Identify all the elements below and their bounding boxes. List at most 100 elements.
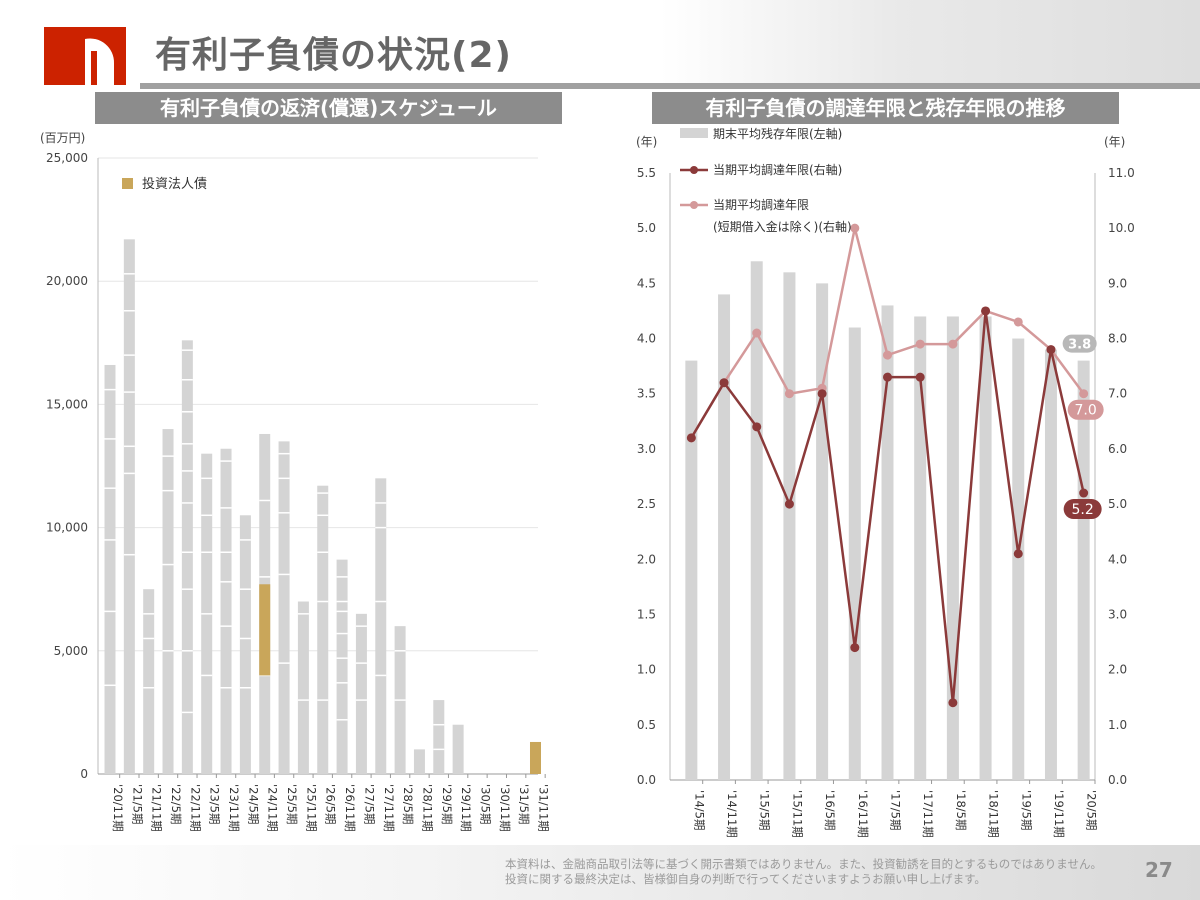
right-left-tick-label: 5.0 — [637, 221, 656, 235]
right-legend-line2-label: 当期平均調達年限 — [713, 198, 809, 212]
right-right-axis-label: (年) — [1104, 135, 1125, 149]
right-legend-bar-label: 期末平均残存年限(左軸) — [713, 126, 842, 141]
left-x-tick-label: '22/11期 — [188, 784, 202, 832]
right-right-tick-label: 4.0 — [1108, 552, 1127, 566]
left-x-tick-label: '27/11期 — [382, 784, 396, 832]
left-bar — [336, 559, 348, 774]
line-point-procurement — [883, 372, 892, 382]
left-bond-bar — [259, 584, 271, 676]
header-background — [0, 0, 1200, 84]
right-left-tick-label: 3.5 — [637, 387, 656, 401]
left-bar — [452, 724, 464, 774]
left-y-axis-label: (百万円) — [40, 131, 85, 145]
right-x-tick-label: '14/5期 — [692, 790, 706, 831]
right-x-tick-label: '15/11期 — [790, 790, 804, 838]
right-bar — [718, 294, 731, 780]
right-x-tick-label: '14/11期 — [725, 790, 739, 838]
right-right-tick-label: 5.0 — [1108, 497, 1127, 511]
right-bar — [783, 272, 796, 780]
right-x-tick-label: '17/5期 — [889, 790, 903, 831]
right-left-tick-label: 2.0 — [637, 552, 656, 566]
left-bar — [220, 448, 232, 774]
left-x-tick-label: '31/5期 — [517, 784, 531, 825]
right-x-tick-label: '18/11期 — [987, 790, 1001, 838]
line-point-procurement — [981, 306, 991, 316]
left-x-tick-label: '21/5期 — [130, 784, 144, 825]
disclaimer-line-2: 投資に関する最終決定は、皆様御自身の判断で行ってくださいますようお願い申し上げま… — [505, 872, 986, 886]
left-y-tick-label: 5,000 — [54, 644, 88, 658]
line-point-procurement — [1046, 345, 1056, 355]
right-left-tick-label: 2.5 — [637, 497, 656, 511]
label-bar-last-bg — [1062, 334, 1097, 353]
right-bar — [1012, 338, 1025, 780]
page-title: 有利子負債の状況(2) — [155, 35, 512, 76]
right-left-tick-label: 1.5 — [637, 607, 656, 621]
left-bar — [355, 613, 367, 774]
header-divider — [140, 83, 1200, 89]
line-point-procurement — [850, 643, 860, 653]
left-x-tick-label: '29/11期 — [459, 784, 473, 832]
label-line1-last-bg — [1063, 499, 1102, 520]
right-x-tick-label: '20/5期 — [1085, 790, 1099, 831]
right-bar — [816, 283, 829, 780]
left-bar — [413, 749, 425, 774]
line-point-excl-short — [784, 389, 794, 399]
right-bar — [979, 316, 992, 780]
right-bar — [946, 316, 959, 780]
left-y-tick-label: 20,000 — [46, 274, 88, 288]
label-line1-last: 5.2 — [1072, 502, 1094, 518]
right-right-tick-label: 10.0 — [1108, 221, 1135, 235]
right-legend-line2-label-sub: (短期借入金は除く)(右軸) — [713, 219, 852, 234]
right-x-tick-label: '15/5期 — [758, 790, 772, 831]
right-bar — [750, 261, 763, 781]
right-legend-bar-swatch — [680, 128, 708, 138]
line-point-procurement — [1079, 488, 1089, 498]
right-x-tick-label: '19/5期 — [1019, 790, 1033, 831]
disclaimer-line-1: 本資料は、金融商品取引法等に基づく開示書類ではありません。また、投資勧誘を目的と… — [505, 857, 1102, 871]
right-left-tick-label: 5.5 — [637, 166, 656, 180]
left-bar — [239, 515, 251, 774]
left-x-tick-label: '23/11期 — [227, 784, 241, 832]
left-bar — [375, 478, 387, 774]
right-left-tick-label: 1.0 — [637, 663, 656, 677]
right-bar — [685, 360, 698, 780]
line-point-procurement — [686, 433, 696, 443]
left-x-tick-label: '28/11期 — [420, 784, 434, 832]
right-bar — [1044, 349, 1057, 780]
right-left-tick-label: 4.0 — [637, 332, 656, 346]
disclaimer: 本資料は、金融商品取引法等に基づく開示書類ではありません。また、投資勧誘を目的と… — [505, 857, 1102, 887]
line-point-excl-short — [883, 350, 892, 360]
left-x-tick-label: '30/5期 — [478, 784, 492, 825]
right-right-tick-label: 2.0 — [1108, 663, 1127, 677]
left-x-tick-label: '25/11期 — [304, 784, 318, 832]
left-bar — [317, 485, 329, 774]
line-point-procurement — [719, 378, 729, 388]
right-left-axis-label: (年) — [636, 135, 657, 149]
line-point-excl-short — [915, 339, 925, 349]
right-x-tick-label: '16/5期 — [823, 790, 837, 831]
page-number: 27 — [1145, 858, 1173, 882]
right-right-tick-label: 0.0 — [1108, 773, 1127, 787]
right-left-tick-label: 3.0 — [637, 442, 656, 456]
left-bar — [278, 441, 290, 774]
line-point-procurement — [1013, 549, 1023, 559]
left-x-tick-label: '23/5期 — [208, 784, 222, 825]
right-left-tick-label: 4.5 — [637, 276, 656, 290]
line-point-procurement — [752, 422, 762, 432]
right-chart-title: 有利子負債の調達年限と残存年限の推移 — [652, 92, 1119, 124]
left-x-tick-label: '30/11期 — [498, 784, 512, 832]
right-legend-line2-marker — [690, 201, 698, 209]
left-x-tick-label: '26/11期 — [343, 784, 357, 832]
label-line2-last: 7.0 — [1075, 403, 1097, 419]
line-point-excl-short — [850, 223, 860, 233]
left-y-tick-label: 10,000 — [46, 521, 88, 535]
left-x-tick-label: '24/5期 — [246, 784, 260, 825]
right-x-tick-label: '17/11期 — [921, 790, 935, 838]
right-bar — [914, 316, 927, 780]
left-bar — [181, 340, 193, 774]
left-x-tick-label: '21/11期 — [150, 784, 164, 832]
right-right-tick-label: 3.0 — [1108, 607, 1127, 621]
right-right-tick-label: 9.0 — [1108, 276, 1127, 290]
right-x-tick-label: '18/5期 — [954, 790, 968, 831]
